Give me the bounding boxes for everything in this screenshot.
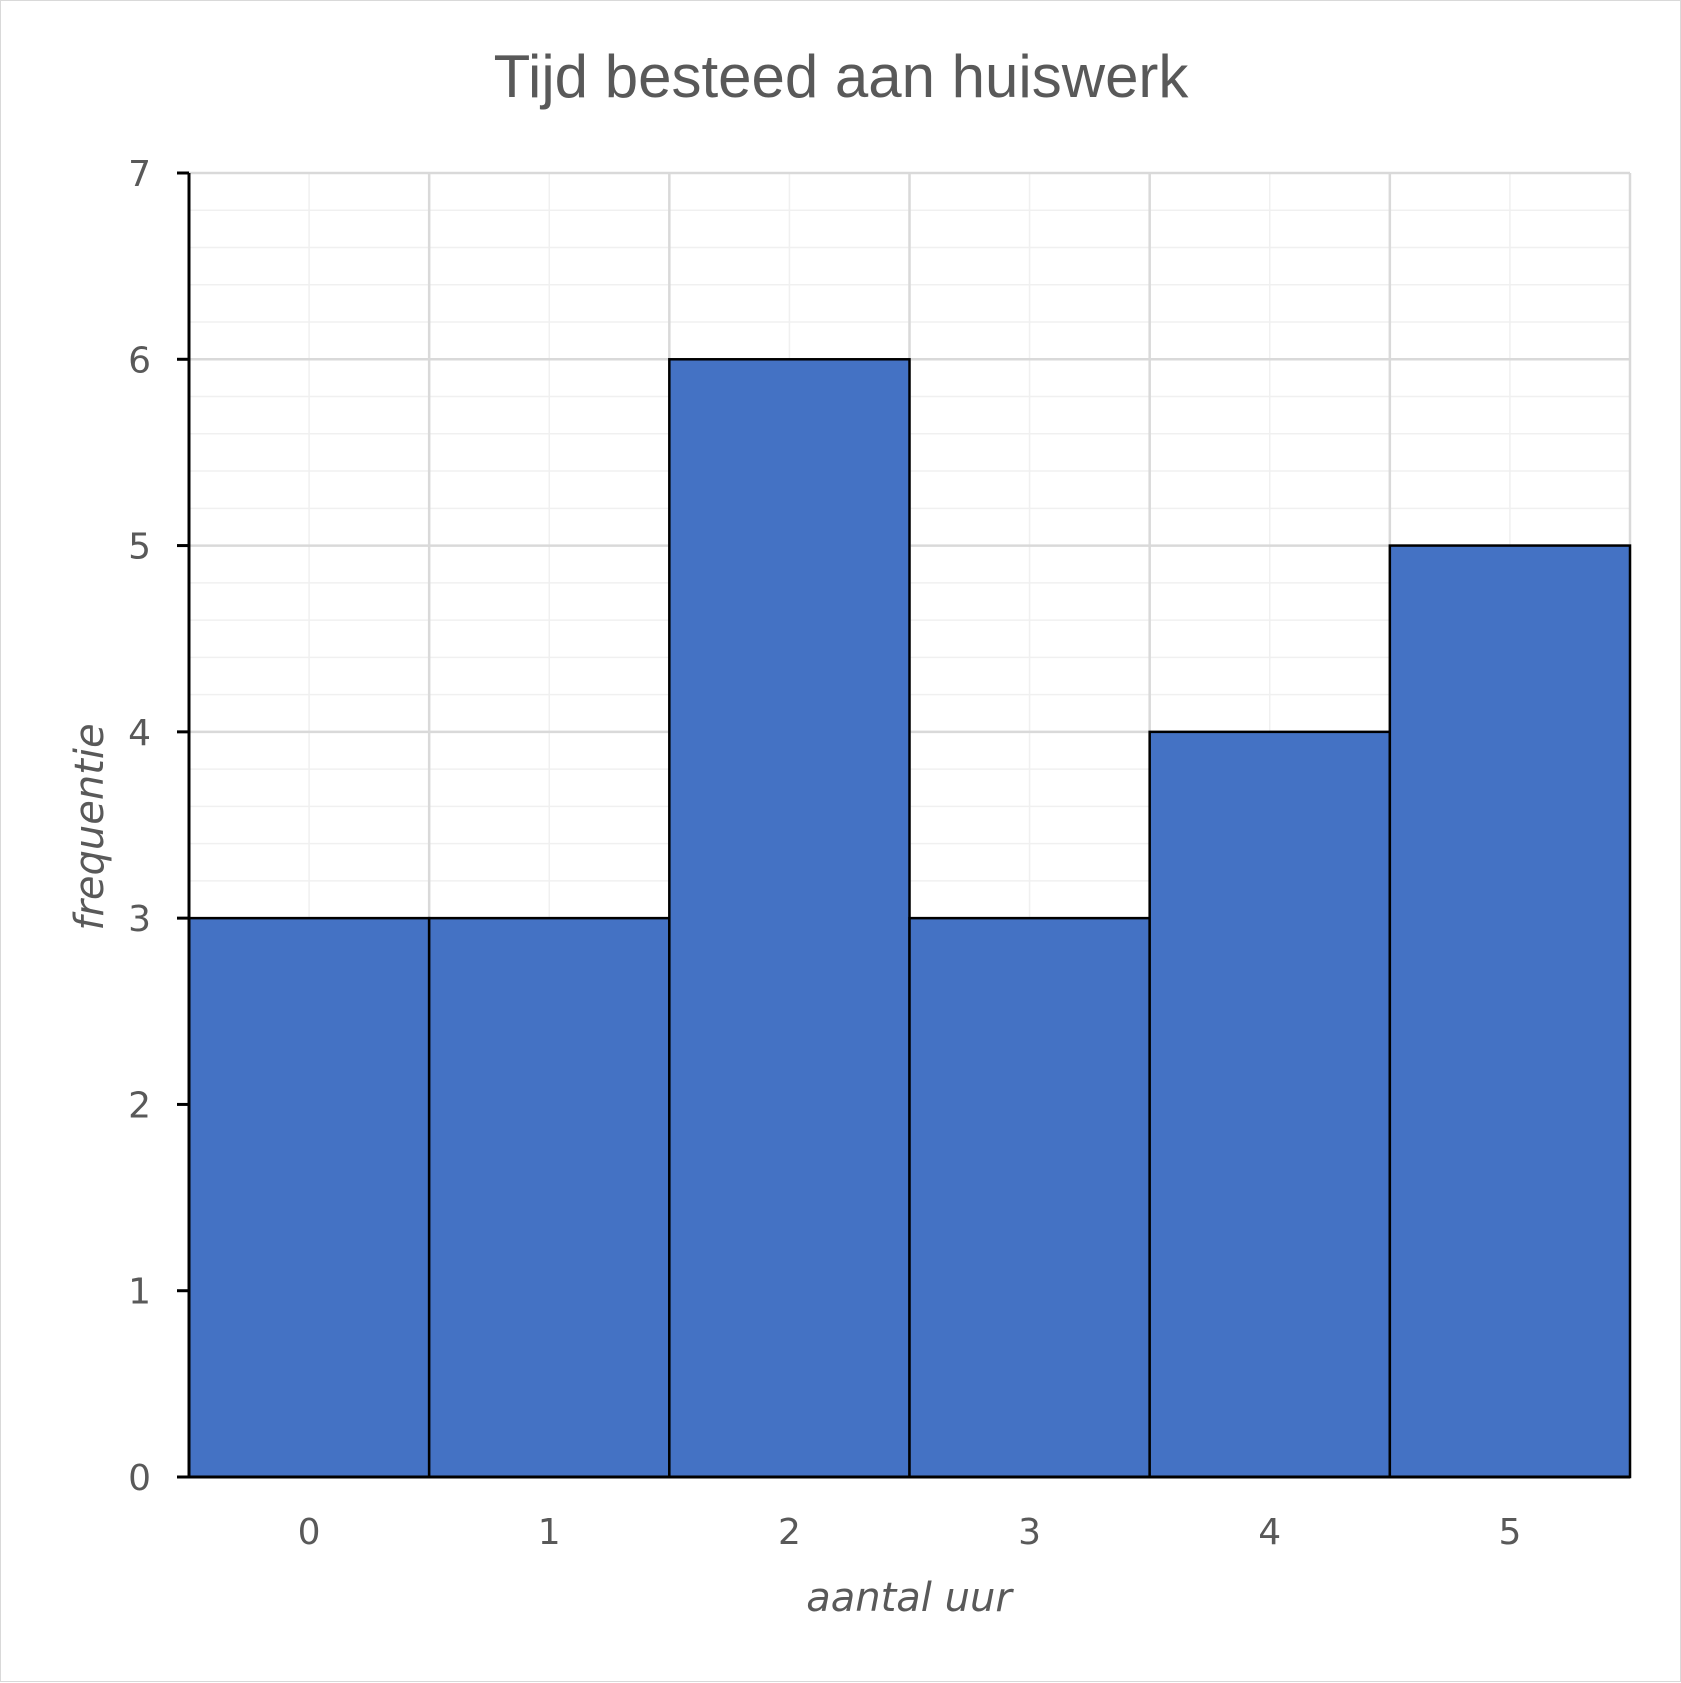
x-tick-label: 0 xyxy=(298,1512,321,1553)
bar-series xyxy=(187,358,1632,1479)
y-tick-label: 7 xyxy=(128,154,151,195)
x-tick-label: 1 xyxy=(538,1512,561,1553)
x-tick-labels: 0 1 2 3 4 5 xyxy=(298,1512,1522,1553)
y-tick-label: 5 xyxy=(128,527,151,568)
bar-2 xyxy=(668,358,911,1479)
x-tick-label: 4 xyxy=(1258,1512,1281,1553)
x-tick-label: 2 xyxy=(778,1512,801,1553)
y-tick-label: 2 xyxy=(128,1085,151,1126)
y-tick-label: 4 xyxy=(128,713,151,754)
y-tick-label: 0 xyxy=(128,1458,151,1499)
bar-1 xyxy=(427,916,671,1479)
y-tick-labels: 0 1 2 3 4 5 6 7 xyxy=(128,154,151,1499)
y-tick-label: 6 xyxy=(128,340,151,381)
axes xyxy=(177,171,1630,1479)
x-tick-label: 5 xyxy=(1498,1512,1521,1553)
bar-3 xyxy=(908,916,1151,1479)
y-tick-label: 3 xyxy=(128,899,151,940)
x-axis-title: aantal uur xyxy=(806,1575,1014,1621)
x-tick-label: 3 xyxy=(1018,1512,1041,1553)
bar-0 xyxy=(187,916,431,1479)
y-axis-title: frequentie xyxy=(67,723,113,930)
bar-5 xyxy=(1388,544,1632,1479)
y-tick-label: 1 xyxy=(128,1272,151,1313)
chart-title: Tijd besteed aan huiswerk xyxy=(494,43,1190,110)
bar-4 xyxy=(1148,730,1392,1479)
